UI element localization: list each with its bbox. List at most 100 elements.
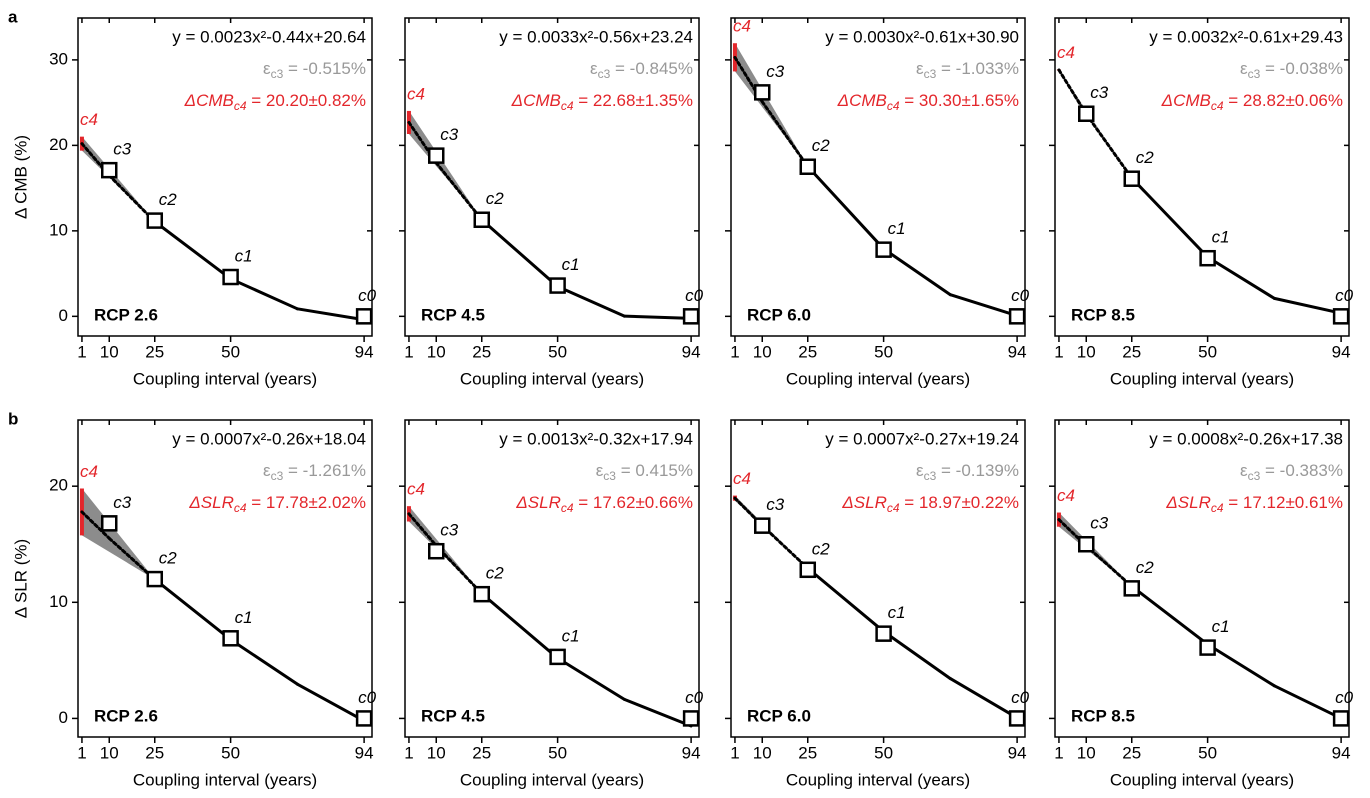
x-tick-label: 1 xyxy=(1054,743,1063,762)
x-tick-label: 10 xyxy=(427,342,446,361)
epsilon: εc3 = -0.038% xyxy=(1240,59,1343,81)
epsilon-text: = -0.515% xyxy=(283,59,366,78)
fit-line xyxy=(1272,296,1343,315)
panel-label: b xyxy=(8,409,18,428)
delta: ΔSLRc4 = 18.97±0.22% xyxy=(841,493,1019,515)
x-tick-label: 25 xyxy=(472,743,491,762)
marker-label: c3 xyxy=(766,495,785,514)
epsilon: εc3 = -1.033% xyxy=(916,59,1019,81)
delta: ΔSLRc4 = 17.12±0.61% xyxy=(1165,493,1343,515)
epsilon-text: = -0.845% xyxy=(610,59,693,78)
epsilon-sub: c3 xyxy=(271,67,284,81)
x-tick-label: 50 xyxy=(548,743,567,762)
marker-label: c2 xyxy=(812,136,831,155)
marker-label: c0 xyxy=(358,286,377,305)
delta: ΔSLRc4 = 17.78±2.02% xyxy=(188,493,366,515)
epsilon-symbol: ε xyxy=(590,59,598,78)
delta-text: = 28.82±0.06% xyxy=(1224,91,1343,110)
x-tick-label: 94 xyxy=(682,743,701,762)
equation: y = 0.0032x²-0.61x+29.43 xyxy=(1149,27,1343,46)
fit-line xyxy=(1206,255,1276,300)
marker xyxy=(682,308,700,325)
x-axis-label: Coupling interval (years) xyxy=(1110,369,1294,388)
x-tick-label: 10 xyxy=(427,743,446,762)
fit-line xyxy=(229,638,299,686)
delta-symbol: ΔSLR xyxy=(188,493,233,512)
epsilon: εc3 = -0.515% xyxy=(263,59,366,81)
scenario-title: RCP 4.5 xyxy=(421,305,485,324)
y-tick-label: 30 xyxy=(49,49,68,68)
equation: y = 0.0023x²-0.44x+20.64 xyxy=(172,27,366,46)
marker xyxy=(799,561,817,579)
uncertainty-band xyxy=(81,136,155,222)
panel-label: a xyxy=(8,7,18,26)
epsilon-symbol: ε xyxy=(916,59,924,78)
fit-line xyxy=(1130,176,1210,259)
epsilon-text: = -0.038% xyxy=(1260,59,1343,78)
fit-line xyxy=(556,285,626,318)
x-tick-label: 94 xyxy=(1332,743,1351,762)
equation: y = 0.0033x²-0.56x+23.24 xyxy=(499,27,693,46)
fit-line xyxy=(1206,642,1276,688)
fit-line xyxy=(806,164,886,251)
delta-symbol: ΔCMB xyxy=(511,91,561,110)
marker-label: c1 xyxy=(888,603,906,622)
marker-label: c3 xyxy=(113,493,131,512)
y-axis-label: Δ CMB (%) xyxy=(11,135,30,219)
marker xyxy=(1008,308,1026,325)
scenario-title: RCP 6.0 xyxy=(747,305,811,324)
x-tick-label: 25 xyxy=(798,342,817,361)
delta-sub: c4 xyxy=(887,501,900,515)
delta-text: = 30.30±1.65% xyxy=(900,91,1019,110)
plot-frame xyxy=(1054,17,1350,337)
marker xyxy=(1078,105,1095,122)
c4-label: c4 xyxy=(733,469,751,488)
fit-line xyxy=(480,218,560,289)
x-axis-label: Coupling interval (years) xyxy=(460,770,644,789)
marker xyxy=(799,158,817,175)
x-tick-label: 1 xyxy=(77,342,86,361)
scenario-title: RCP 2.6 xyxy=(94,305,158,324)
epsilon-text: = -0.383% xyxy=(1260,461,1343,480)
epsilon-sub: c3 xyxy=(924,67,937,81)
x-tick-label: 94 xyxy=(355,342,374,361)
epsilon: εc3 = -0.845% xyxy=(590,59,693,81)
x-tick-label: 10 xyxy=(753,342,772,361)
uncertainty-band xyxy=(734,495,808,569)
x-tick-label: 50 xyxy=(1198,342,1217,361)
delta-symbol: ΔCMB xyxy=(837,91,887,110)
epsilon: εc3 = 0.415% xyxy=(596,461,693,483)
x-tick-label: 10 xyxy=(100,342,119,361)
fit-line xyxy=(153,577,233,642)
marker-label: c0 xyxy=(358,688,377,707)
marker xyxy=(101,515,118,532)
delta-text: = 22.68±1.35% xyxy=(574,91,693,110)
marker-label: c3 xyxy=(113,140,131,159)
uncertainty-band xyxy=(408,110,482,220)
uncertainty-band xyxy=(734,43,808,167)
fit-line xyxy=(1130,584,1210,646)
marker-label: c0 xyxy=(1335,286,1354,305)
fit-line xyxy=(622,314,693,320)
plot-frame xyxy=(404,419,700,738)
fit-line xyxy=(806,566,886,633)
marker xyxy=(549,648,566,666)
marker xyxy=(222,630,239,647)
epsilon-symbol: ε xyxy=(1240,461,1248,480)
epsilon-sub: c3 xyxy=(598,67,611,81)
marker xyxy=(1008,710,1026,727)
delta-sub: c4 xyxy=(1211,501,1224,515)
x-tick-label: 94 xyxy=(682,342,701,361)
marker-label: c0 xyxy=(685,286,704,305)
marker-label: c2 xyxy=(1136,558,1155,577)
fit-line xyxy=(295,682,366,723)
epsilon-symbol: ε xyxy=(1240,59,1248,78)
marker xyxy=(428,542,445,560)
x-axis-label: Coupling interval (years) xyxy=(786,369,970,388)
epsilon-symbol: ε xyxy=(263,461,271,480)
fit-line xyxy=(948,677,1019,720)
marker xyxy=(473,211,491,228)
scenario-title: RCP 8.5 xyxy=(1071,305,1135,324)
x-axis-label: Coupling interval (years) xyxy=(133,369,317,388)
marker xyxy=(754,517,771,534)
